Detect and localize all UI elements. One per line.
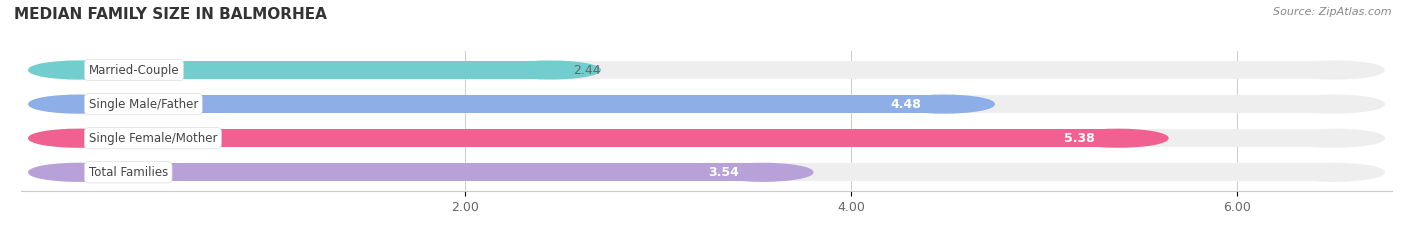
Circle shape bbox=[28, 163, 129, 181]
Bar bbox=[79, 163, 762, 181]
Circle shape bbox=[1284, 163, 1385, 181]
Text: Source: ZipAtlas.com: Source: ZipAtlas.com bbox=[1274, 7, 1392, 17]
Text: 5.38: 5.38 bbox=[1064, 132, 1095, 145]
Circle shape bbox=[1284, 61, 1385, 79]
Circle shape bbox=[28, 163, 129, 181]
Circle shape bbox=[28, 129, 129, 147]
Text: 4.48: 4.48 bbox=[890, 98, 921, 111]
Text: Total Families: Total Families bbox=[89, 166, 167, 179]
Circle shape bbox=[1067, 129, 1168, 147]
Text: 2.44: 2.44 bbox=[574, 64, 600, 76]
Circle shape bbox=[894, 95, 994, 113]
Circle shape bbox=[1284, 129, 1385, 147]
Circle shape bbox=[28, 95, 129, 113]
Text: Married-Couple: Married-Couple bbox=[89, 64, 180, 76]
Bar bbox=[79, 129, 1118, 147]
Circle shape bbox=[28, 95, 129, 113]
Circle shape bbox=[28, 61, 129, 79]
Text: Single Male/Father: Single Male/Father bbox=[89, 98, 198, 111]
Text: MEDIAN FAMILY SIZE IN BALMORHEA: MEDIAN FAMILY SIZE IN BALMORHEA bbox=[14, 7, 328, 22]
Bar bbox=[79, 95, 943, 113]
Circle shape bbox=[28, 61, 129, 79]
Circle shape bbox=[713, 163, 813, 181]
Bar bbox=[79, 95, 1334, 113]
Circle shape bbox=[28, 129, 129, 147]
Bar bbox=[79, 61, 550, 79]
Text: Single Female/Mother: Single Female/Mother bbox=[89, 132, 217, 145]
Circle shape bbox=[501, 61, 600, 79]
Bar bbox=[79, 129, 1334, 147]
Circle shape bbox=[1284, 95, 1385, 113]
Text: 3.54: 3.54 bbox=[709, 166, 740, 179]
Bar bbox=[79, 61, 1334, 79]
Bar bbox=[79, 163, 1334, 181]
